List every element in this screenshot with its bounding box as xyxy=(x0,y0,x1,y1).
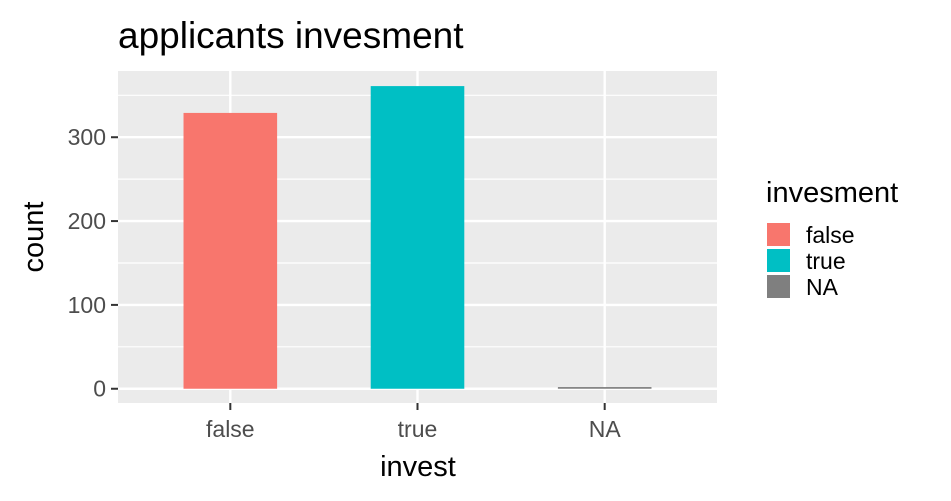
x-tick-label: true xyxy=(398,416,438,442)
legend-key-true xyxy=(767,249,790,272)
y-tick-label: 100 xyxy=(68,292,106,318)
y-axis: 0 100 200 300 xyxy=(68,124,118,402)
bars xyxy=(183,86,652,389)
y-tick-label: 200 xyxy=(68,208,106,234)
bar-false xyxy=(183,112,278,389)
chart-title: applicants invesment xyxy=(118,15,464,56)
y-tick-label: 0 xyxy=(93,376,106,402)
bar-na xyxy=(557,387,652,389)
x-tick-label: false xyxy=(206,416,255,442)
legend-label: true xyxy=(806,248,846,274)
y-axis-title: count xyxy=(18,202,50,273)
legend-label: NA xyxy=(806,274,839,300)
x-axis: false true NA xyxy=(206,403,621,442)
legend-key-false xyxy=(767,223,790,246)
legend-label: false xyxy=(806,222,855,248)
bar-true xyxy=(370,86,465,389)
legend-key-na xyxy=(767,275,790,298)
x-tick-label: NA xyxy=(589,416,622,442)
x-axis-title: invest xyxy=(380,451,456,483)
y-tick-label: 300 xyxy=(68,124,106,150)
legend-title: invesment xyxy=(766,177,898,209)
